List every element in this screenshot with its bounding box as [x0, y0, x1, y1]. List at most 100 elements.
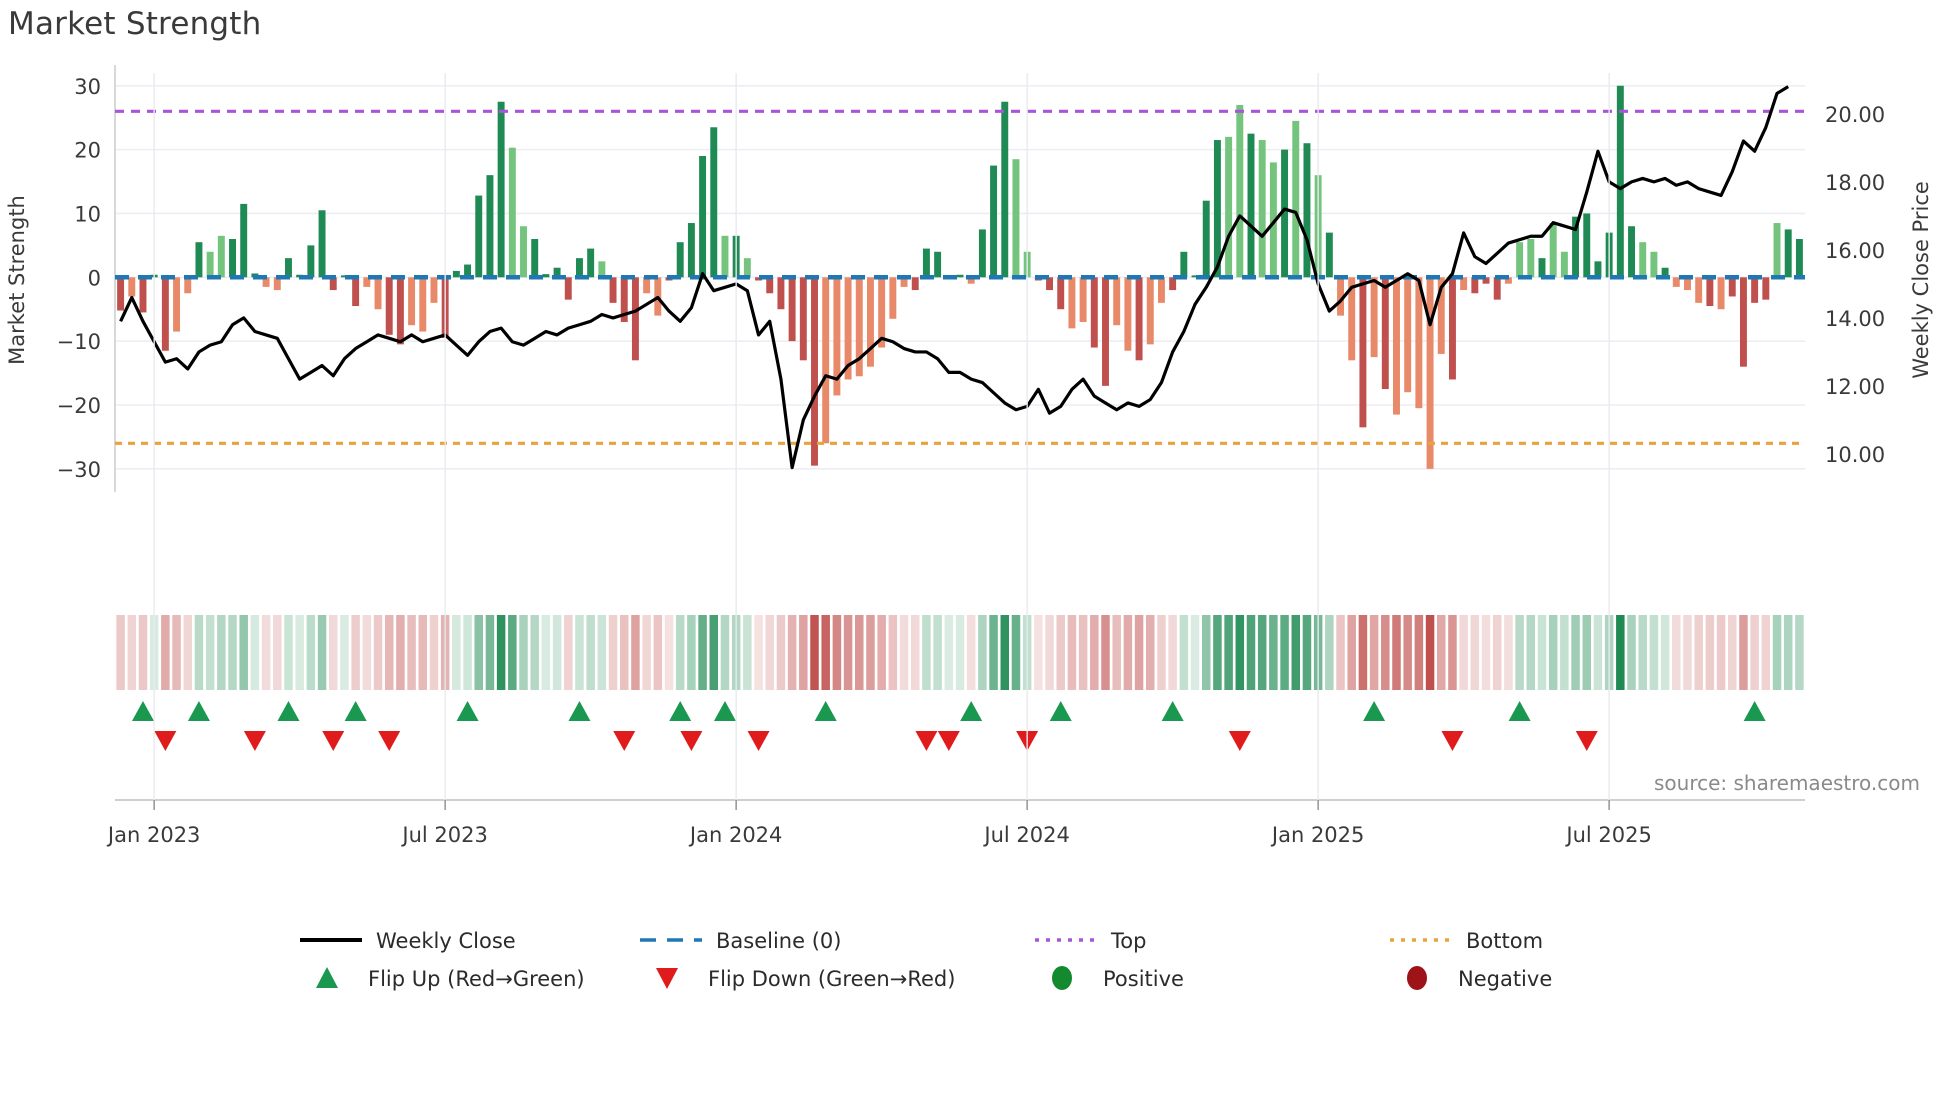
strength-bar	[486, 175, 494, 278]
right-axis-tick: 18.00	[1825, 171, 1885, 195]
heatmap-cell	[127, 615, 137, 690]
heatmap-cell	[855, 615, 864, 690]
strength-bar	[889, 277, 897, 319]
strength-bar	[173, 277, 181, 332]
heatmap-cell	[1437, 615, 1446, 690]
strength-bar	[743, 258, 751, 278]
strength-bar	[1068, 277, 1076, 329]
strength-bar	[531, 239, 539, 278]
flip-markers-layer	[131, 701, 1766, 751]
strength-bar	[553, 267, 561, 278]
left-axis-label: Market Strength	[5, 195, 29, 365]
heatmap-cell	[1056, 615, 1065, 690]
heatmap-cell	[452, 615, 461, 690]
heatmap-cell	[138, 615, 148, 690]
heatmap-cell	[1235, 615, 1245, 690]
strength-bar	[1460, 277, 1468, 291]
heatmap-cell	[1168, 615, 1177, 690]
left-axis-tick: 20	[74, 139, 101, 163]
strength-bar	[755, 277, 763, 281]
left-axis-tick: 10	[74, 202, 101, 226]
strength-bar	[1337, 277, 1344, 316]
heatmap-cell	[1257, 615, 1267, 690]
strength-bar	[1381, 277, 1389, 390]
heatmap-cell	[1414, 615, 1424, 690]
strength-bar	[1236, 104, 1244, 278]
legend-label: Top	[1110, 929, 1146, 953]
heatmap-cell	[877, 615, 886, 690]
flip-down-marker	[243, 731, 266, 751]
heatmap-cell	[1537, 615, 1547, 690]
heatmap-cell	[709, 615, 719, 690]
weekly-close-line-layer	[119, 85, 1790, 470]
strength-bar	[878, 277, 886, 348]
strength-bar	[799, 277, 807, 361]
heatmap-cell	[351, 615, 360, 690]
strength-bar	[1046, 277, 1054, 291]
strength-bar	[1001, 101, 1009, 278]
heatmap-cell	[989, 615, 998, 690]
heatmap-cell	[810, 615, 819, 690]
strength-bar	[620, 277, 628, 322]
strength-bar	[1113, 277, 1121, 326]
strength-bar	[542, 274, 550, 278]
heatmap-cell	[239, 615, 248, 690]
heatmap-cell	[619, 615, 629, 690]
strength-bar	[1157, 277, 1165, 303]
strength-bar	[587, 248, 595, 278]
x-axis-tick-label: Jul 2024	[982, 823, 1069, 847]
strength-bar	[1784, 229, 1792, 278]
flip-up-marker	[277, 701, 300, 721]
heatmap-cell	[1045, 615, 1054, 690]
strength-bar	[967, 277, 975, 284]
heatmap-cell	[519, 615, 528, 690]
heatmap-cell	[1381, 615, 1390, 690]
strength-bar	[844, 277, 852, 380]
heatmap-cell	[1761, 615, 1771, 690]
strength-bar	[1672, 277, 1680, 287]
heatmap-cell	[1481, 615, 1491, 690]
heatmap-cell	[116, 615, 125, 690]
strength-bar	[1538, 258, 1546, 278]
heatmap-cell	[1627, 615, 1636, 690]
heatmap-cell	[1515, 615, 1524, 690]
strength-bar	[822, 277, 830, 444]
heatmap-cell	[1123, 615, 1133, 690]
heatmap-cell	[575, 615, 584, 690]
strength-bar	[363, 277, 371, 287]
heatmap-cell	[743, 615, 752, 690]
left-axis-tick: 0	[88, 266, 101, 290]
strength-bar	[1359, 277, 1367, 428]
strength-bar	[430, 277, 438, 303]
heatmap-cell	[978, 615, 987, 690]
heatmap-cell	[1034, 615, 1043, 690]
strength-bar	[1650, 251, 1658, 278]
flip-down-marker	[1441, 731, 1464, 751]
strength-bar	[687, 223, 695, 278]
x-axis-tick-label: Jul 2025	[1564, 823, 1651, 847]
heatmap-cell	[384, 615, 394, 690]
heatmap-cell	[1492, 615, 1502, 690]
strength-bar	[598, 261, 606, 278]
heatmap-cell	[944, 615, 954, 690]
strength-bar	[262, 277, 270, 287]
strength-bar	[1717, 277, 1725, 310]
strength-bar	[1560, 251, 1568, 278]
strength-bar	[1616, 85, 1624, 278]
legend-label: Baseline (0)	[716, 929, 841, 953]
heatmap-cell	[217, 615, 226, 690]
right-axis-ticks: 20.00 18.00 16.00 14.00 12.00 10.00	[1825, 103, 1885, 467]
flip-up-marker	[344, 701, 367, 721]
legend-label: Weekly Close	[376, 929, 516, 953]
x-axis-tick-label: Jul 2023	[400, 823, 487, 847]
strength-bar	[576, 258, 583, 278]
heatmap-cell	[194, 615, 204, 690]
legend-label: Bottom	[1466, 929, 1543, 953]
heatmap-cell	[1190, 615, 1200, 690]
heatmap-cell	[821, 615, 830, 690]
heatmap-cell	[317, 615, 327, 690]
heatmap-cell	[687, 615, 696, 690]
flip-down-marker	[915, 731, 938, 751]
heatmap-cell	[205, 615, 215, 690]
x-axis-tick-label: Jan 2025	[1270, 823, 1365, 847]
